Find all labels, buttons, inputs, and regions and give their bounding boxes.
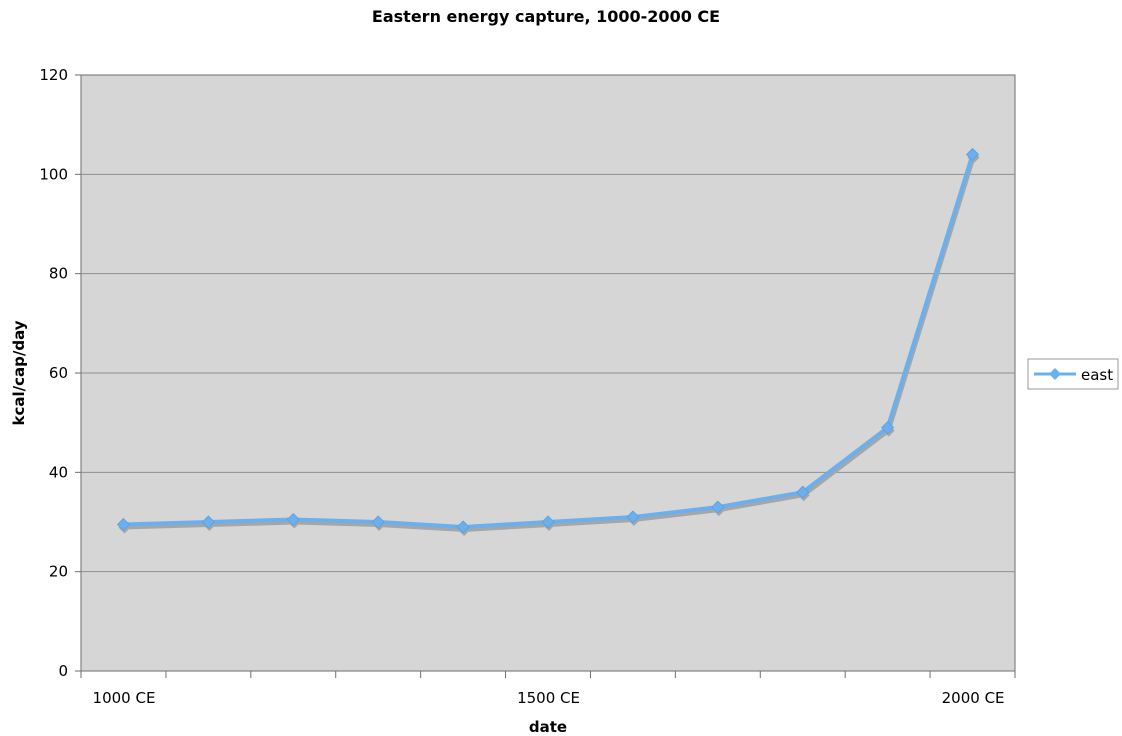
legend: east <box>1027 358 1119 390</box>
x-tick-label: 2000 CE <box>942 689 1005 707</box>
data-point <box>541 515 555 529</box>
data-point <box>286 512 300 527</box>
series-group <box>116 147 980 536</box>
chart-title: Eastern energy capture, 1000-2000 CE <box>372 7 720 26</box>
x-tick-labels: 1000 CE 1500 CE 2000 CE <box>93 689 1005 707</box>
y-tick-label: 20 <box>49 563 68 581</box>
legend-swatch-marker <box>1049 368 1061 380</box>
data-point <box>456 520 470 534</box>
legend-label-east: east <box>1081 366 1113 384</box>
data-point <box>116 517 131 532</box>
y-tick-label: 0 <box>58 662 68 680</box>
gridlines <box>75 74 1015 672</box>
y-tick-label: 60 <box>49 364 68 382</box>
x-tick-label: 1500 CE <box>517 689 580 707</box>
y-tick-label: 80 <box>49 265 68 283</box>
data-point <box>965 147 980 162</box>
y-axis-title: kcal/cap/day <box>10 320 28 425</box>
y-tick-label: 120 <box>39 66 68 84</box>
data-point <box>371 515 385 529</box>
x-tick-label: 1000 CE <box>93 689 156 707</box>
axes <box>80 671 1016 678</box>
data-point <box>711 500 725 514</box>
data-point <box>626 510 640 524</box>
y-tick-label: 40 <box>49 463 68 481</box>
data-point <box>796 485 810 499</box>
data-point <box>881 421 895 435</box>
data-point <box>201 515 215 529</box>
x-axis-title: date <box>529 718 567 736</box>
y-tick-label: 100 <box>39 165 68 183</box>
y-tick-labels: 0 20 40 60 80 100 120 <box>39 66 68 680</box>
